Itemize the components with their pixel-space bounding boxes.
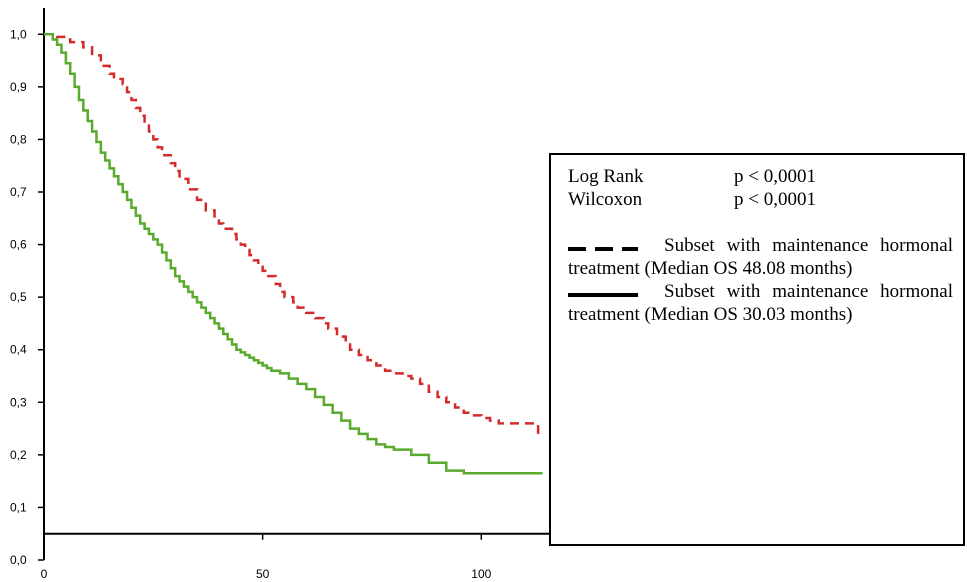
legend-entry-dashed: Subset with maintenance hormonal treatme… [568, 234, 953, 280]
y-tick-label: 0,2 [10, 448, 27, 462]
y-tick-label: 0,1 [10, 500, 27, 514]
series-layer [44, 33, 543, 475]
x-tick-label: 50 [256, 567, 270, 581]
y-tick-label: 0,8 [10, 132, 27, 146]
series-line-1 [44, 33, 543, 475]
stat-row-wilcoxon: Wilcoxon p < 0,0001 [568, 188, 953, 211]
stat-value: p < 0,0001 [734, 166, 816, 187]
x-tick-label: 0 [41, 567, 48, 581]
y-tick-label: 0,5 [10, 290, 27, 304]
tick-layer: 0,0 0,1 0,2 0,3 0,4 0,5 0,6 0,7 0,8 0,9 1,0 0 50 100 [10, 27, 492, 581]
y-tick-label: 0,3 [10, 395, 27, 409]
y-tick-label: 0,0 [10, 553, 27, 567]
stat-name: Log Rank [568, 166, 644, 187]
legend-entry-solid: Subset with maintenance hormonal treatme… [568, 280, 953, 326]
y-tick-label: 0,7 [10, 185, 27, 199]
legend-entry-first-word: Subset [664, 235, 715, 256]
legend-entry-first-word: Subset [664, 281, 715, 302]
legend-entry-label: with maintenance hormonal treatment (Med… [568, 281, 953, 325]
axes [43, 8, 560, 560]
solid-line-swatch [568, 292, 638, 297]
series-line-0 [44, 33, 540, 434]
y-tick-label: 0,9 [10, 80, 27, 94]
legend-box: Log Rank p < 0,0001 Wilcoxon p < 0,0001 … [549, 153, 965, 546]
stat-value: p < 0,0001 [734, 189, 816, 210]
y-tick-label: 1,0 [10, 27, 27, 41]
y-tick-label: 0,6 [10, 238, 27, 252]
stat-name: Wilcoxon [568, 189, 643, 210]
dashed-line-swatch [568, 246, 638, 251]
legend-entry-label: with maintenance hormonal treatment (Med… [568, 235, 953, 279]
stat-row-log-rank: Log Rank p < 0,0001 [568, 165, 953, 188]
y-tick-label: 0,4 [10, 343, 27, 357]
x-tick-label: 100 [471, 567, 491, 581]
